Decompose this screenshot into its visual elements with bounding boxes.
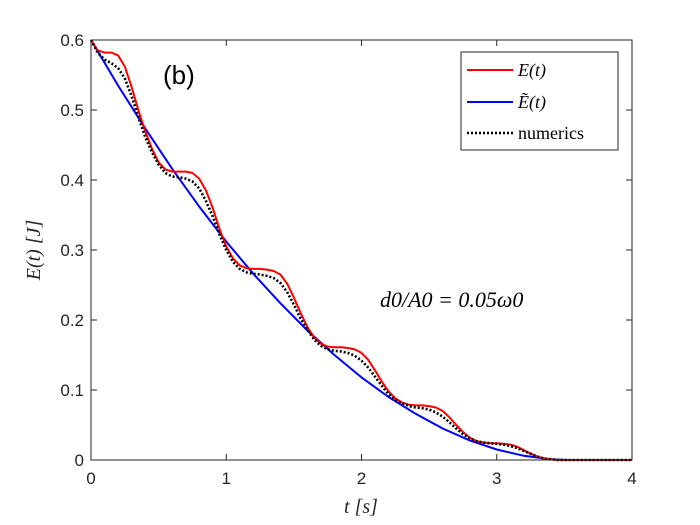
y-tick-label: 0.6 bbox=[60, 31, 84, 50]
y-tick-label: 0.5 bbox=[60, 101, 84, 120]
x-tick-label: 3 bbox=[492, 469, 501, 488]
annotation: d0/A0 = 0.05ω0 bbox=[380, 287, 523, 312]
legend-label-numerics: numerics bbox=[518, 123, 584, 143]
panel-label: (b) bbox=[163, 60, 195, 90]
x-axis-label: t [s] bbox=[344, 496, 378, 518]
legend: E(t) Ẽ(t) numerics bbox=[460, 51, 619, 151]
series-line-numerics bbox=[89, 39, 632, 462]
legend-label-E: E(t) bbox=[517, 60, 546, 81]
y-tick-label: 0 bbox=[75, 451, 84, 470]
legend-label-Etilde: Ẽ(t) bbox=[517, 92, 546, 113]
y-axis-label: E(t) [J] bbox=[23, 220, 45, 282]
y-tick-label: 0.3 bbox=[60, 241, 84, 260]
x-tick-label: 2 bbox=[357, 469, 366, 488]
x-tick-label: 4 bbox=[627, 469, 636, 488]
x-tick-label: 0 bbox=[86, 469, 95, 488]
y-tick-label: 0.1 bbox=[60, 381, 84, 400]
tick-layer: 0 1 2 3 4 0 0.1 0.2 0.3 0.4 0.5 0.6 bbox=[60, 31, 636, 488]
x-tick-label: 1 bbox=[222, 469, 231, 488]
y-tick-label: 0.2 bbox=[60, 311, 84, 330]
y-tick-label: 0.4 bbox=[60, 171, 84, 190]
